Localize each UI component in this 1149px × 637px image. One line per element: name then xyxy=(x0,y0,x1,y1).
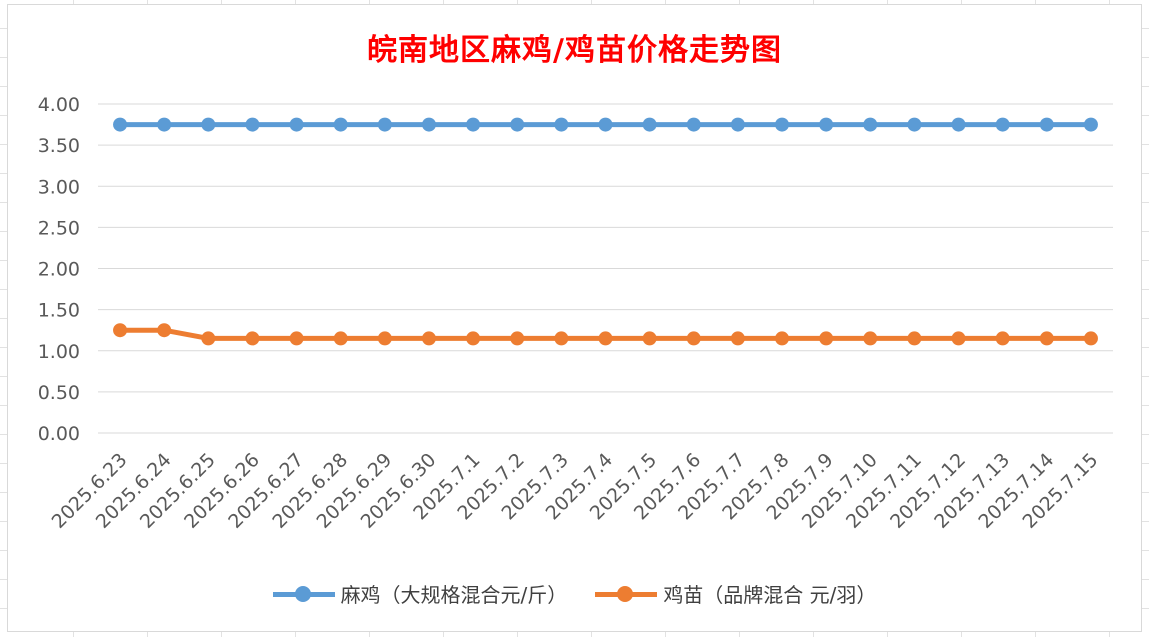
y-tick-label: 2.00 xyxy=(38,259,80,281)
data-point-series-1 xyxy=(201,331,216,346)
data-point-series-1 xyxy=(421,331,436,346)
data-point-series-1 xyxy=(730,331,745,346)
data-point-series-1 xyxy=(907,331,922,346)
chart-title: 皖南地区麻鸡/鸡苗价格走势图 xyxy=(367,33,782,68)
y-tick-label: 0.00 xyxy=(38,423,80,445)
data-point-series-0 xyxy=(907,117,922,132)
y-tick-label: 3.50 xyxy=(38,135,80,157)
data-point-series-1 xyxy=(157,323,172,338)
data-point-series-0 xyxy=(554,117,569,132)
data-point-series-1 xyxy=(113,323,128,338)
data-point-series-0 xyxy=(289,117,304,132)
y-tick-label: 4.00 xyxy=(38,94,80,116)
legend-label-series-1: 鸡苗（品牌混合 元/羽） xyxy=(663,583,877,607)
data-point-series-0 xyxy=(819,117,834,132)
data-point-series-0 xyxy=(863,117,878,132)
data-point-series-0 xyxy=(995,117,1010,132)
y-tick-label: 0.50 xyxy=(38,382,80,404)
data-point-series-0 xyxy=(201,117,216,132)
data-point-series-0 xyxy=(1039,117,1054,132)
chart-container[interactable]: 皖南地区麻鸡/鸡苗价格走势图 0.00 0.50 1.00 1.50 2.00 2.50 3… xyxy=(7,4,1142,632)
data-point-series-0 xyxy=(421,117,436,132)
data-point-series-1 xyxy=(377,331,392,346)
data-point-series-1 xyxy=(333,331,348,346)
data-point-series-0 xyxy=(775,117,790,132)
legend-item-series-0[interactable]: 麻鸡（大规格混合元/斤） xyxy=(272,579,568,608)
data-point-series-0 xyxy=(113,117,128,132)
data-point-series-0 xyxy=(377,117,392,132)
plot-area: 0.000.501.001.502.002.503.003.504.002025… xyxy=(38,94,1113,533)
data-point-series-0 xyxy=(157,117,172,132)
data-point-series-0 xyxy=(1083,117,1098,132)
data-point-series-1 xyxy=(1039,331,1054,346)
legend-marker-series-0 xyxy=(272,584,335,604)
data-point-series-1 xyxy=(466,331,481,346)
legend-item-series-1[interactable]: 鸡苗（品牌混合 元/羽） xyxy=(595,579,876,608)
y-tick-label: 1.50 xyxy=(38,300,80,322)
data-point-series-0 xyxy=(466,117,481,132)
data-point-series-1 xyxy=(554,331,569,346)
data-point-series-1 xyxy=(1083,331,1098,346)
y-tick-label: 2.50 xyxy=(38,217,80,239)
data-point-series-1 xyxy=(510,331,525,346)
data-point-series-0 xyxy=(245,117,260,132)
y-tick-label: 3.00 xyxy=(38,176,80,198)
data-point-series-0 xyxy=(951,117,966,132)
data-point-series-0 xyxy=(730,117,745,132)
data-point-series-1 xyxy=(245,331,260,346)
legend-label-series-0: 麻鸡（大规格混合元/斤） xyxy=(340,583,568,607)
data-point-series-0 xyxy=(333,117,348,132)
data-point-series-1 xyxy=(775,331,790,346)
legend: 麻鸡（大规格混合元/斤） 鸡苗（品牌混合 元/羽） xyxy=(8,579,1141,608)
data-point-series-1 xyxy=(686,331,701,346)
data-point-series-1 xyxy=(995,331,1010,346)
y-tick-label: 1.00 xyxy=(38,341,80,363)
legend-marker-series-1 xyxy=(595,584,658,604)
data-point-series-1 xyxy=(598,331,613,346)
data-point-series-1 xyxy=(289,331,304,346)
data-point-series-0 xyxy=(510,117,525,132)
data-point-series-1 xyxy=(642,331,657,346)
data-point-series-0 xyxy=(642,117,657,132)
data-point-series-0 xyxy=(598,117,613,132)
data-point-series-1 xyxy=(819,331,834,346)
data-point-series-1 xyxy=(951,331,966,346)
data-point-series-0 xyxy=(686,117,701,132)
data-point-series-1 xyxy=(863,331,878,346)
